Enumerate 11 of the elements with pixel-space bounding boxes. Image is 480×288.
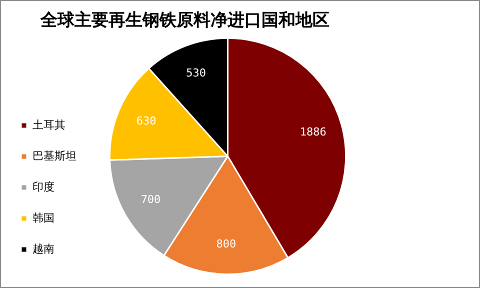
chart-title: 全球主要再生钢铁原料净进口国和地区 [40,10,330,31]
data-label: 1886 [300,126,326,139]
data-label: 700 [140,192,161,206]
data-label: 800 [216,238,236,251]
legend-label: 韩国 [32,211,54,224]
legend-label: 印度 [32,180,54,194]
legend-label: 越南 [32,242,54,256]
data-label: 530 [186,66,206,80]
legend-label: 土耳其 [32,118,66,132]
legend-label: 巴基斯坦 [32,149,76,162]
data-label: 630 [136,114,156,128]
